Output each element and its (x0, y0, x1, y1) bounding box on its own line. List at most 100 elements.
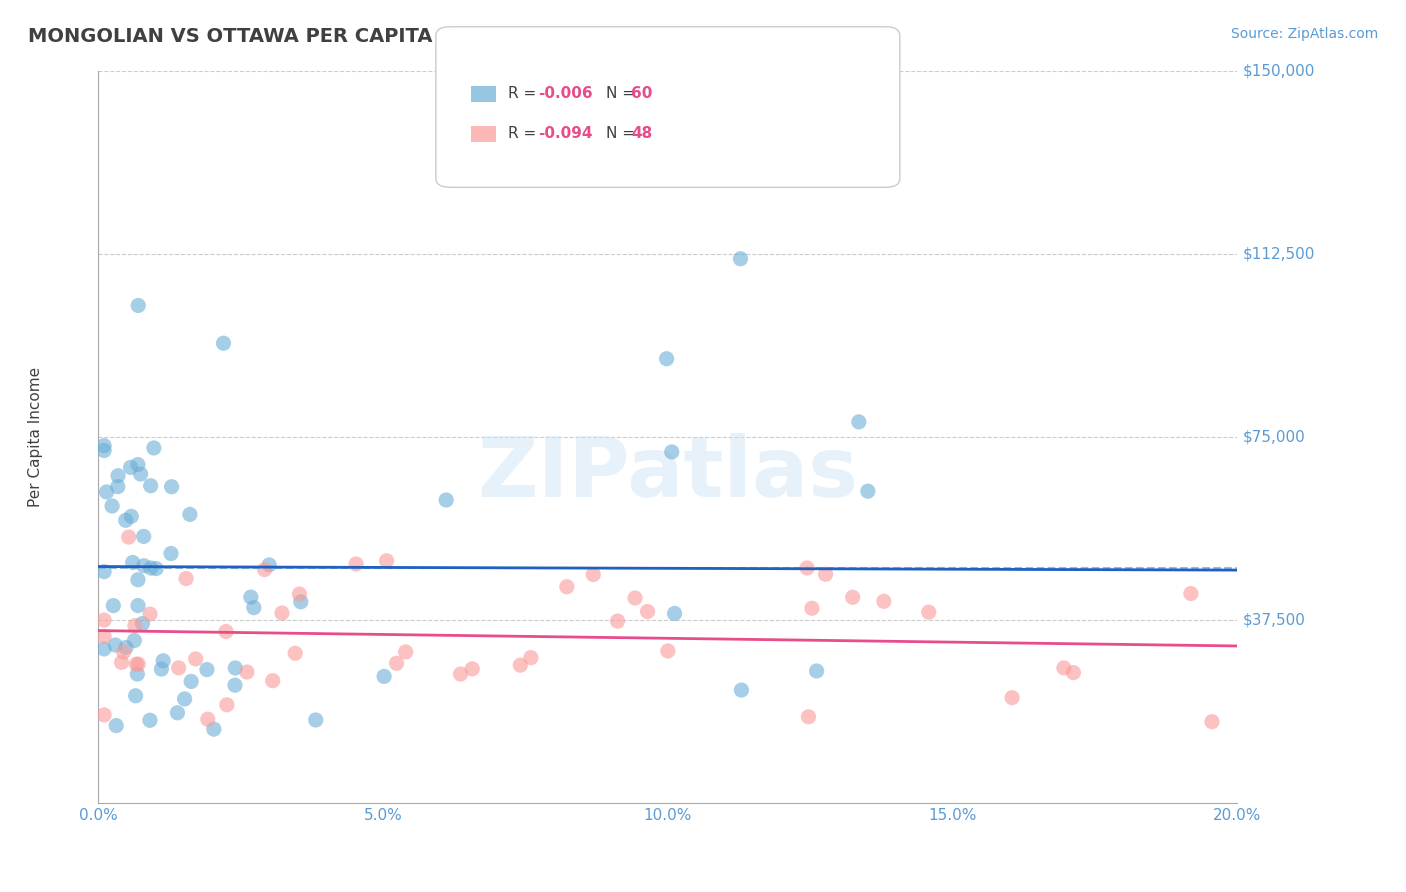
Mongolians (127, 667, 149, 681)
Mongolians (224, 678, 246, 692)
Ottawa (271, 606, 294, 620)
Mongolians (373, 669, 395, 683)
Ottawa (118, 530, 141, 544)
Ottawa (1053, 661, 1076, 675)
Ottawa (873, 594, 896, 608)
Text: -0.094: -0.094 (538, 127, 593, 141)
Mongolians (239, 590, 262, 604)
Ottawa (375, 554, 398, 568)
Ottawa (124, 618, 146, 632)
Mongolians (664, 607, 686, 621)
Ottawa (253, 563, 276, 577)
Mongolians (124, 689, 146, 703)
Mongolians (93, 439, 115, 453)
Ottawa (796, 561, 818, 575)
Ottawa (657, 644, 679, 658)
Ottawa (637, 605, 659, 619)
Mongolians (93, 443, 115, 458)
Mongolians (105, 718, 128, 732)
Text: R =: R = (508, 127, 541, 141)
Mongolians (101, 499, 124, 513)
Mongolians (93, 565, 115, 579)
Ottawa (288, 587, 311, 601)
Ottawa (1062, 665, 1084, 680)
Mongolians (290, 595, 312, 609)
Text: MONGOLIAN VS OTTAWA PER CAPITA INCOME CORRELATION CHART: MONGOLIAN VS OTTAWA PER CAPITA INCOME CO… (28, 27, 766, 45)
Ottawa (606, 614, 628, 628)
Ottawa (93, 707, 115, 722)
Mongolians (166, 706, 188, 720)
Mongolians (160, 547, 183, 561)
Mongolians (129, 467, 152, 481)
Mongolians (180, 674, 202, 689)
Ottawa (174, 572, 197, 586)
Mongolians (104, 638, 127, 652)
Ottawa (197, 712, 219, 726)
Mongolians (195, 663, 218, 677)
Ottawa (395, 645, 418, 659)
Mongolians (132, 529, 155, 543)
Mongolians (120, 460, 142, 475)
Ottawa (215, 698, 238, 712)
Mongolians (257, 558, 280, 572)
Ottawa (800, 601, 823, 615)
Mongolians (139, 713, 162, 727)
Ottawa (344, 557, 367, 571)
Text: N =: N = (606, 87, 640, 101)
Ottawa (509, 658, 531, 673)
Text: $75,000: $75,000 (1243, 430, 1306, 444)
Mongolians (224, 661, 246, 675)
Mongolians (152, 654, 174, 668)
Ottawa (93, 613, 115, 627)
Text: $37,500: $37,500 (1243, 613, 1306, 627)
Ottawa (385, 657, 408, 671)
Ottawa (125, 657, 148, 672)
Mongolians (114, 513, 136, 527)
Mongolians (806, 664, 828, 678)
Ottawa (814, 567, 837, 582)
Mongolians (179, 508, 201, 522)
Mongolians (120, 509, 142, 524)
Ottawa (110, 656, 132, 670)
Ottawa (1001, 690, 1024, 705)
Mongolians (730, 683, 752, 698)
Mongolians (127, 458, 149, 472)
Mongolians (115, 640, 138, 655)
Mongolians (127, 298, 149, 312)
Text: R =: R = (508, 87, 541, 101)
Text: $112,500: $112,500 (1243, 247, 1316, 261)
Ottawa (797, 710, 820, 724)
Mongolians (124, 633, 146, 648)
Mongolians (848, 415, 870, 429)
Ottawa (127, 657, 149, 671)
Mongolians (202, 722, 225, 736)
Text: 60: 60 (631, 87, 652, 101)
Mongolians (96, 485, 118, 500)
Mongolians (121, 556, 143, 570)
Ottawa (582, 567, 605, 582)
Mongolians (730, 252, 752, 266)
Mongolians (856, 484, 879, 499)
Mongolians (434, 493, 457, 508)
Mongolians (173, 692, 195, 706)
Mongolians (131, 616, 153, 631)
Ottawa (167, 661, 190, 675)
Mongolians (661, 445, 683, 459)
Ottawa (1201, 714, 1223, 729)
Ottawa (112, 645, 135, 659)
Ottawa (918, 605, 941, 619)
Text: Per Capita Income: Per Capita Income (28, 367, 44, 508)
Ottawa (262, 673, 284, 688)
Mongolians (243, 600, 266, 615)
Text: Source: ZipAtlas.com: Source: ZipAtlas.com (1230, 27, 1378, 41)
Mongolians (107, 468, 129, 483)
Ottawa (93, 629, 115, 643)
Text: N =: N = (606, 127, 640, 141)
Ottawa (184, 652, 207, 666)
Text: ZIPatlas: ZIPatlas (478, 434, 858, 514)
Mongolians (655, 351, 678, 366)
Mongolians (103, 599, 125, 613)
Mongolians (305, 713, 328, 727)
Mongolians (93, 641, 115, 656)
Ottawa (284, 646, 307, 660)
